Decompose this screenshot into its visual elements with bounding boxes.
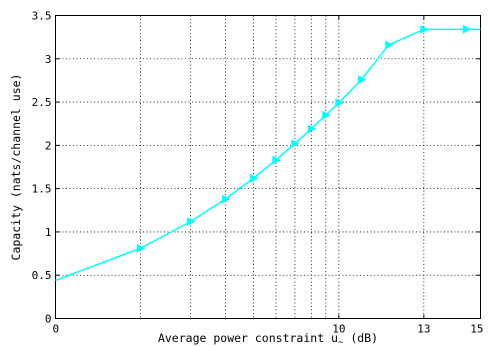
plot-frame <box>55 15 481 319</box>
x-tick-label-2: 13 <box>417 323 430 336</box>
data-point-0-6 <box>291 139 301 148</box>
data-point-0-8 <box>322 110 331 120</box>
y-tick-label-7: 3.5 <box>32 10 52 23</box>
y-axis-label: Capacity (nats/channel use) <box>9 74 23 261</box>
data-point-0-3 <box>222 194 231 204</box>
data-point-0-7 <box>307 124 317 134</box>
data-point-0-12 <box>420 25 429 34</box>
data-point-0-1 <box>137 244 146 253</box>
grid <box>55 15 481 319</box>
data-point-0-4 <box>250 173 259 183</box>
data-point-0-13 <box>462 25 472 34</box>
series-line-0 <box>55 28 481 282</box>
data-point-0-2 <box>187 217 196 226</box>
y-tick-label-3: 1.5 <box>32 183 52 196</box>
x-axis-label: Average power constraint u~ (dB) <box>158 331 378 346</box>
y-tick-label-4: 2 <box>45 139 52 152</box>
x-tick-label-3: 15 <box>470 323 483 336</box>
x-tick-label-0: 0 <box>53 323 60 336</box>
y-tick-label-6: 3 <box>45 53 52 66</box>
y-tick-label-5: 2.5 <box>32 96 52 109</box>
y-tick-label-1: 0.5 <box>32 269 52 282</box>
x-tick-label-1: 10 <box>332 323 345 336</box>
data-point-0-11 <box>385 40 394 50</box>
data-point-0-5 <box>272 155 282 165</box>
y-tick-label-0: 0 <box>45 313 52 326</box>
y-tick-label-2: 1 <box>45 226 52 239</box>
series-layer <box>55 25 481 282</box>
data-point-0-10 <box>358 75 367 84</box>
data-point-0-9 <box>335 98 344 108</box>
axis-ticks: 0 0.5 1 1.5 2 2.5 3 3.5 0 10 13 15 <box>32 10 484 336</box>
